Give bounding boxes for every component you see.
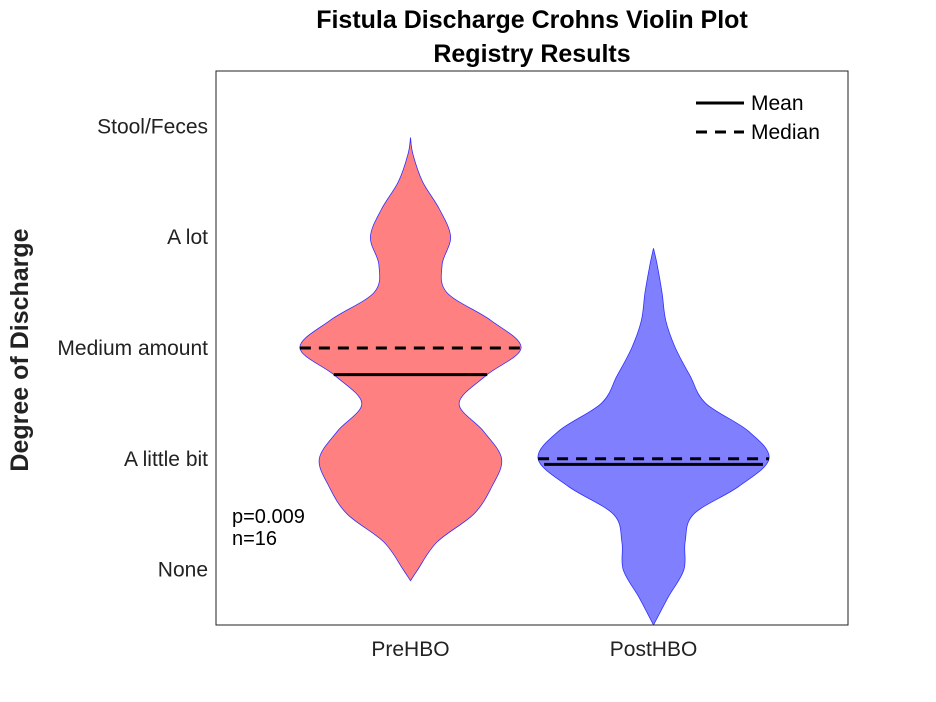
x-tick-labels: PreHBO PostHBO: [371, 638, 697, 661]
y-tick-label: A little bit: [124, 448, 208, 471]
x-tick-label: PreHBO: [371, 638, 449, 661]
y-tick-label: Medium amount: [57, 337, 208, 360]
legend: Mean Median: [696, 92, 820, 144]
n-annotation: n=16: [232, 528, 277, 550]
legend-median-label: Median: [751, 121, 820, 144]
y-tick-label: Stool/Feces: [97, 115, 208, 138]
violin-posthbo: [537, 248, 770, 625]
violin-layer: [299, 137, 770, 625]
y-tick-label: A lot: [167, 226, 208, 249]
p-value-annotation: p=0.009: [232, 506, 305, 528]
legend-mean-label: Mean: [751, 92, 804, 115]
y-axis-label: Degree of Discharge: [6, 228, 34, 471]
y-tick-labels: None A little bit Medium amount A lot Stool/…: [57, 115, 208, 581]
plot-area-frame: [215, 70, 849, 626]
violin-prehbo: [299, 137, 522, 582]
x-tick-label: PostHBO: [610, 638, 698, 661]
chart-subtitle: Registry Results: [433, 40, 630, 68]
y-tick-label: None: [158, 559, 208, 582]
chart-title: Fistula Discharge Crohns Violin Plot: [316, 6, 748, 34]
stat-lines-layer: [299, 346, 769, 466]
